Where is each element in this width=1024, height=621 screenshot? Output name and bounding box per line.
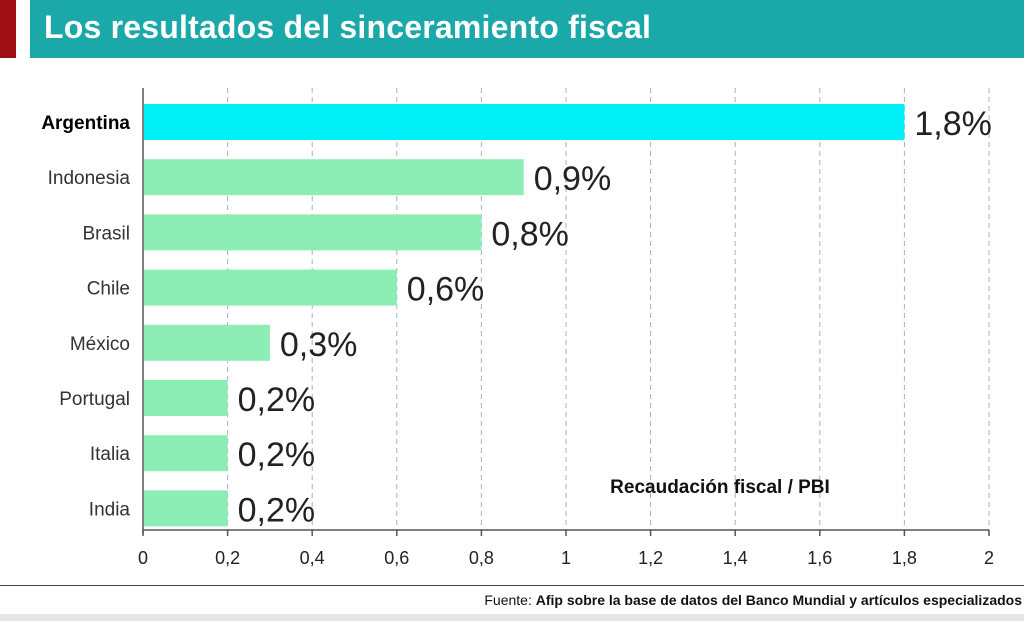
x-tick-label: 1,2 (638, 548, 663, 568)
source-text: Afip sobre la base de datos del Banco Mu… (535, 592, 1022, 608)
x-tick-label: 0,2 (215, 548, 240, 568)
value-label: 0,2% (238, 381, 316, 419)
category-label: Portugal (59, 389, 130, 410)
chart-annotation: Recaudación fiscal / PBI (610, 477, 830, 498)
footer-divider (0, 585, 1024, 586)
x-tick-label: 1,8 (892, 548, 917, 568)
value-label: 0,9% (534, 160, 612, 198)
source-note: Fuente: Afip sobre la base de datos del … (484, 592, 1022, 608)
x-tick-label: 0 (138, 548, 148, 568)
value-label: 0,8% (491, 215, 569, 253)
bar-chart: 0 0,2 0,4 0,6 0,8 1 1,2 1,4 1,6 1,8 2 Argentina 1,8%… (41, 88, 994, 568)
x-tick-label: 2 (984, 548, 994, 568)
category-label: Chile (87, 279, 130, 300)
bar (144, 435, 228, 472)
bar (144, 104, 905, 140)
x-tick-label: 1,6 (807, 548, 832, 568)
category-label: Italia (90, 444, 131, 465)
x-tick-label: 1 (561, 548, 571, 568)
value-label: 0,6% (407, 271, 485, 309)
footer-band (0, 614, 1024, 621)
x-tick-label: 0,4 (300, 548, 325, 568)
bar (144, 490, 228, 527)
bar (144, 324, 270, 361)
x-tick-label: 0,6 (384, 548, 409, 568)
category-label: India (89, 499, 131, 520)
category-label: Indonesia (48, 168, 131, 189)
bar (144, 159, 524, 196)
x-tick-label: 1,4 (723, 548, 748, 568)
bar (144, 214, 482, 251)
value-label: 1,8% (914, 105, 992, 143)
value-label: 0,3% (280, 326, 358, 364)
value-label: 0,2% (238, 436, 316, 474)
category-label: México (70, 334, 130, 355)
bar (144, 269, 397, 306)
value-label: 0,2% (238, 491, 316, 529)
bar (144, 380, 228, 416)
title-accent-bar (0, 0, 16, 58)
x-tick-label: 0,8 (469, 548, 494, 568)
category-label: Brasil (82, 223, 130, 244)
title-banner (30, 0, 1024, 58)
chart-title: Los resultados del sinceramiento fiscal (44, 9, 652, 45)
source-prefix: Fuente: (484, 592, 536, 608)
category-label: Argentina (41, 113, 130, 134)
